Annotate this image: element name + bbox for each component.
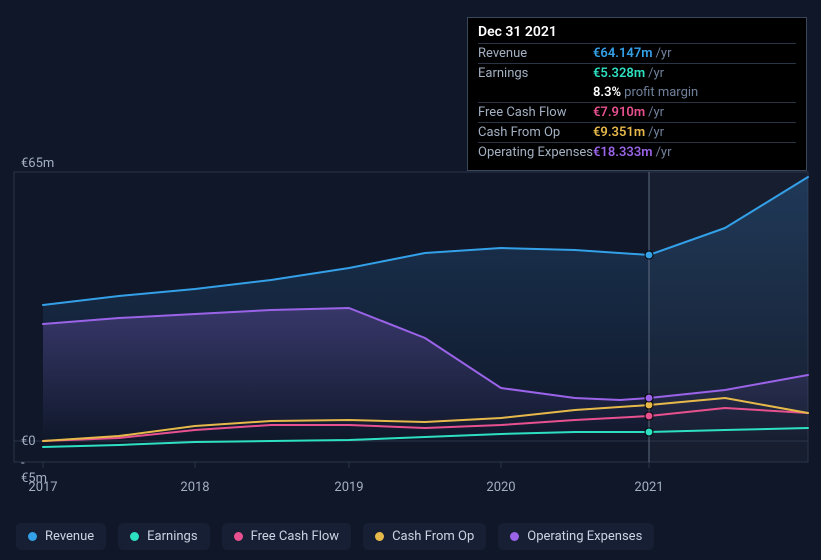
hover-tooltip: Dec 31 2021 Revenue€64.147m /yrEarnings€… [467, 17, 807, 171]
tooltip-row-label: Free Cash Flow [478, 105, 593, 120]
tooltip-row-suffix: /yr [648, 125, 664, 140]
tooltip-row-value: €18.333m [593, 145, 653, 160]
x-label-2020: 2020 [486, 480, 515, 495]
tooltip-row-value: €9.351m [593, 125, 645, 140]
tooltip-row-label: Revenue [478, 46, 593, 61]
legend-label: Revenue [45, 529, 94, 544]
x-label-2018: 2018 [180, 480, 209, 495]
y-label-zero: €0 [21, 434, 36, 449]
legend-item-revenue[interactable]: Revenue [16, 523, 106, 550]
tooltip-row: Free Cash Flow€7.910m /yr [478, 102, 796, 122]
tooltip-row-suffix: /yr [656, 145, 672, 160]
tooltip-row-label: Cash From Op [478, 125, 593, 140]
tooltip-row: Revenue€64.147m /yr [478, 43, 796, 63]
tooltip-row-label [478, 85, 593, 100]
tooltip-row-value: €7.910m [593, 105, 645, 120]
tooltip-row-suffix: /yr [648, 105, 664, 120]
tooltip-row-value: €64.147m [593, 46, 653, 61]
legend-item-cash_op[interactable]: Cash From Op [363, 523, 486, 550]
chart-legend: Revenue Earnings Free Cash Flow Cash From O… [16, 523, 654, 550]
tooltip-row-suffix: /yr [656, 46, 672, 61]
tooltip-row-label: Operating Expenses [478, 145, 593, 160]
tooltip-row: Cash From Op€9.351m /yr [478, 122, 796, 142]
legend-item-earnings[interactable]: Earnings [118, 523, 209, 550]
legend-dot-icon [28, 532, 37, 541]
legend-item-fcf[interactable]: Free Cash Flow [222, 523, 351, 550]
tooltip-rows: Revenue€64.147m /yrEarnings€5.328m /yr8.… [478, 43, 796, 162]
legend-item-opex[interactable]: Operating Expenses [498, 523, 654, 550]
legend-label: Cash From Op [392, 529, 474, 544]
tooltip-row-label: Earnings [478, 66, 593, 81]
x-label-2017: 2017 [28, 480, 57, 495]
tooltip-date: Dec 31 2021 [478, 24, 796, 43]
x-label-2019: 2019 [334, 480, 363, 495]
legend-label: Earnings [147, 529, 197, 544]
financials-chart-container: { "chart": { "type": "area-line", "backg… [0, 0, 821, 560]
y-label-top: €65m [21, 156, 54, 171]
legend-label: Free Cash Flow [251, 529, 339, 544]
legend-dot-icon [130, 532, 139, 541]
legend-dot-icon [375, 532, 384, 541]
tooltip-row: 8.3% profit margin [478, 83, 796, 102]
tooltip-row: Earnings€5.328m /yr [478, 63, 796, 83]
x-label-2021: 2021 [634, 480, 663, 495]
tooltip-row-value: €5.328m [593, 66, 645, 81]
tooltip-row-suffix: profit margin [624, 85, 698, 100]
tooltip-row-suffix: /yr [648, 66, 664, 81]
legend-label: Operating Expenses [527, 529, 642, 544]
legend-dot-icon [234, 532, 243, 541]
tooltip-row-value: 8.3% [593, 85, 621, 100]
tooltip-row: Operating Expenses€18.333m /yr [478, 142, 796, 162]
legend-dot-icon [510, 532, 519, 541]
